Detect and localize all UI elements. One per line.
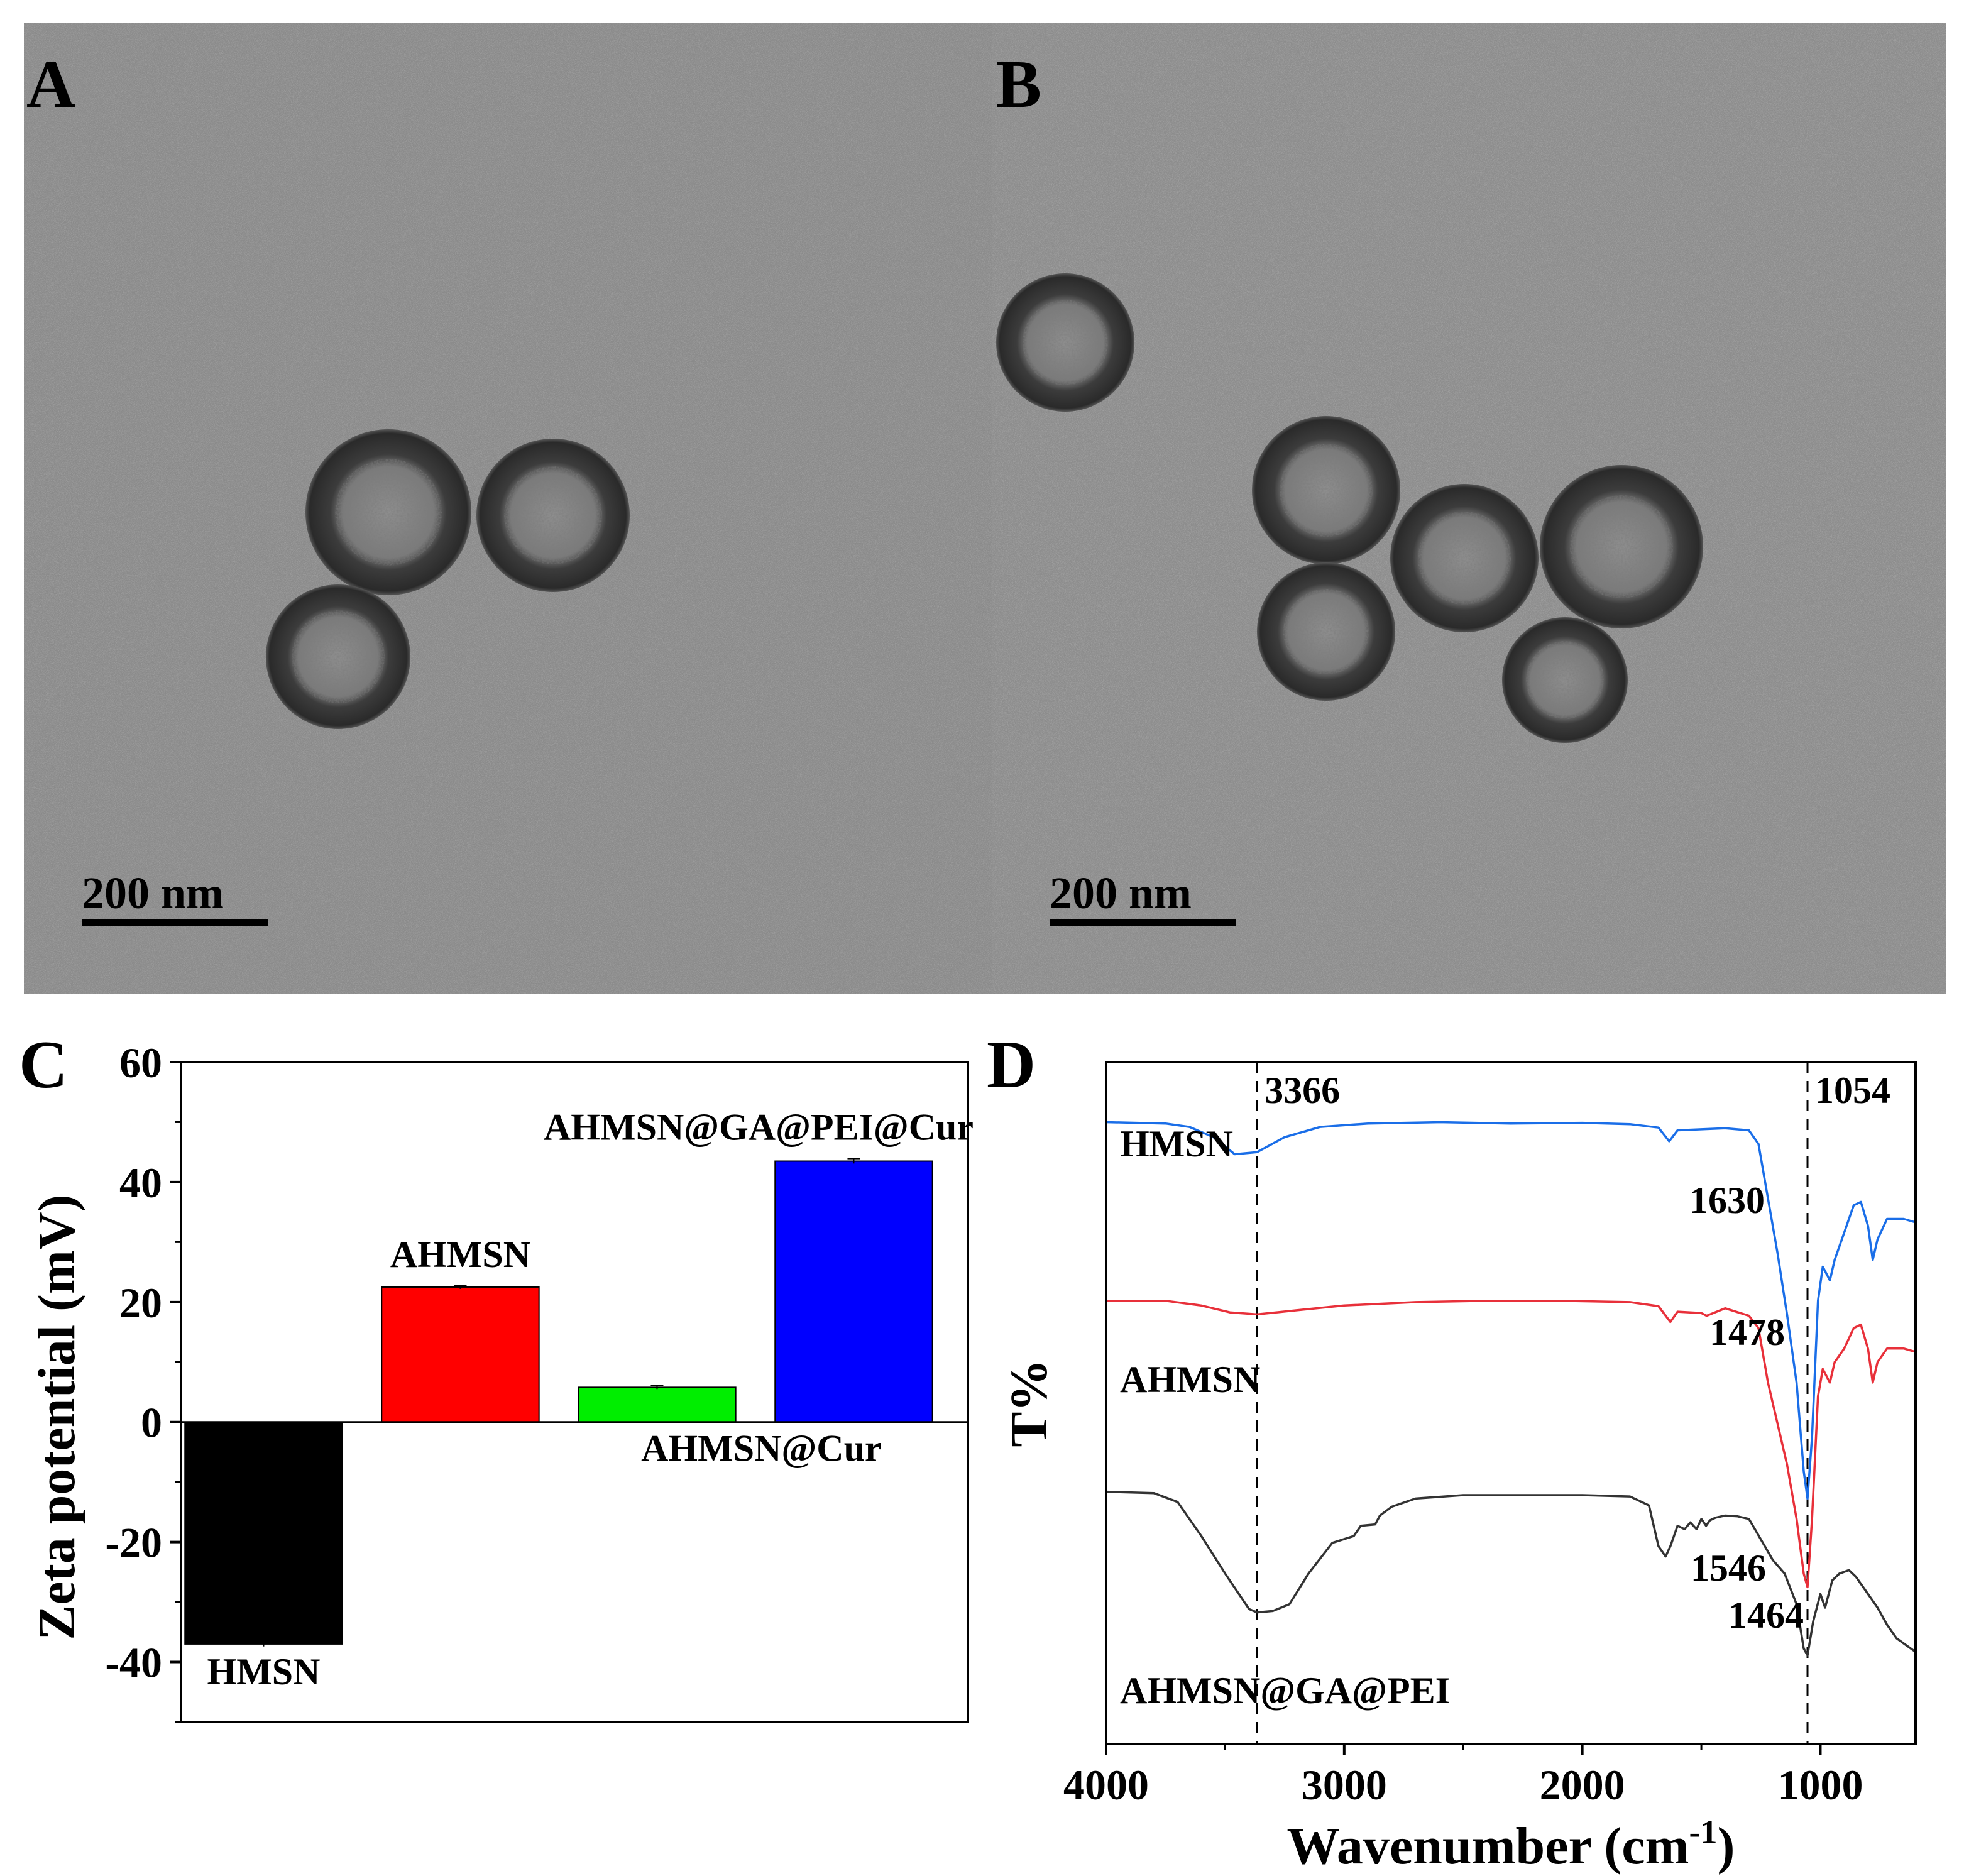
y-tick-label: 60 [119,1039,162,1087]
bar-label: AHMSN@GA@PEI@Cur [544,1107,974,1148]
panel-a-tem-image: A 200 nm [24,23,992,994]
bar [381,1286,540,1423]
panel-letter-d: D [987,1028,1036,1102]
peak-annotation: 1630 [1689,1180,1765,1221]
panel-letter-c: C [19,1028,68,1102]
x-tick-label: 3000 [1302,1761,1387,1809]
nanoparticle [1252,416,1400,564]
x-tick-label: 1000 [1777,1761,1863,1809]
nanoparticle [1540,465,1703,628]
peak-annotation: 1478 [1709,1312,1785,1353]
x-axis-title-main: Wavenumber (cm [1286,1817,1689,1875]
x-axis-title: Wavenumber (cm-1) [1286,1813,1735,1875]
panel-b-tem-image: B 200 nm [992,23,1946,994]
nanoparticle [266,584,410,729]
bar [578,1386,737,1423]
y-axis-title: T% [1000,1359,1058,1447]
nanoparticle [305,429,471,595]
x-tick-label: 2000 [1540,1761,1625,1809]
plot-frame [180,1061,969,1723]
y-tick-label: 20 [119,1279,162,1327]
bar-label: AHMSN@Cur [641,1428,881,1469]
scale-bar-label: 200 nm [1050,868,1192,918]
nanoparticle [1390,484,1539,632]
y-axis-title: Zeta potential (mV) [28,1194,86,1640]
series-line [1105,1490,1917,1657]
series-line [1106,1300,1916,1589]
scale-bar [1050,919,1236,926]
panel-letter-a: A [26,47,75,122]
panel-d-ftir-chart: D 4000 3000 2000 1000 T% Wavenumber (cm-1) … [987,1028,1917,1875]
y-tick-label: 0 [141,1399,162,1447]
peak-annotation: 1054 [1815,1070,1890,1111]
nanoparticle [1502,617,1628,743]
x-axis-title-sup: -1 [1689,1813,1718,1851]
nanoparticle [996,273,1134,412]
y-tick-label: -20 [105,1519,162,1567]
bar-label: HMSN [207,1651,320,1692]
series-line [1105,1121,1916,1500]
y-tick-label: 40 [119,1159,162,1207]
peak-annotation: 1464 [1728,1594,1804,1636]
x-tick-label: 4000 [1063,1761,1149,1809]
x-axis-title-close: ) [1718,1817,1735,1875]
scale-bar-label: 200 nm [82,868,224,918]
bar [184,1421,343,1645]
nanoparticle [476,439,630,592]
nanoparticle [1257,562,1395,701]
series-label: HMSN [1120,1123,1233,1165]
series-label: AHMSN [1120,1359,1260,1400]
bar-label: AHMSN [390,1234,530,1275]
bar [774,1160,933,1423]
peak-annotation: 1546 [1691,1547,1766,1589]
series-label: AHMSN@GA@PEI [1120,1670,1450,1711]
scale-bar [82,919,268,926]
panel-letter-b: B [996,47,1041,122]
peak-annotation: 3366 [1265,1070,1340,1111]
plot-frame [1105,1061,1917,1745]
panel-c-zeta-chart: C -40 -20 0 20 40 60 Zeta potential (mV) HMSN… [19,1028,974,1723]
y-tick-label: -40 [105,1639,162,1687]
